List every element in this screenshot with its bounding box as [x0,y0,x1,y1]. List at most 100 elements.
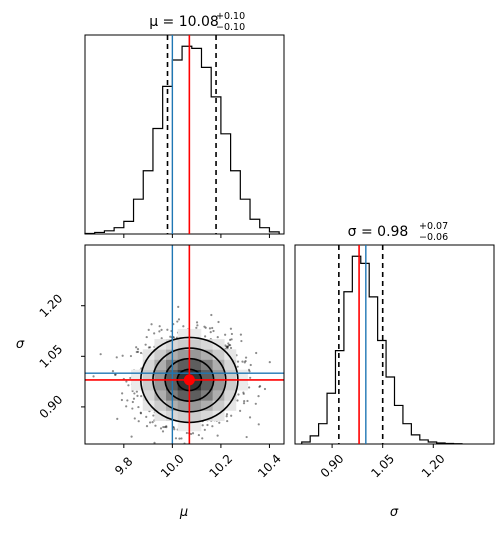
joint-point [158,330,161,333]
joint-density-cell [212,379,225,391]
joint-density-cell [224,400,237,411]
joint-point [248,416,252,419]
joint-point [225,413,229,416]
mu-xtick-label-3: 10.4 [255,452,284,481]
joint-point [257,423,260,426]
mu-marginal-panel: μ = 10.08 +0.10 −0.10 [84,11,285,235]
joint-point [237,393,240,396]
joint-point [139,412,143,415]
joint-density-cell [131,379,144,391]
joint-point [248,370,251,373]
joint-point [268,361,271,364]
joint-point [224,333,227,336]
joint-point [204,335,207,338]
joint-point [152,414,155,417]
joint-density-cell [201,349,213,360]
joint-point [229,346,233,350]
joint-point [258,385,261,388]
joint-point [189,432,193,436]
joint-density-cell [189,339,202,350]
mu-xtick-label-1: 10.0 [158,452,187,481]
joint-density-cell [142,400,155,411]
joint-density-cell [177,359,190,371]
joint-point [131,389,134,393]
joint-point [216,336,219,339]
joint-point [196,324,199,327]
joint-point [132,397,136,400]
joint-point [114,373,117,376]
joint-density-cell [154,369,167,381]
joint-point [242,392,245,395]
sigma-xtick-label-2: 1.20 [419,452,448,481]
joint-point [211,326,214,330]
joint-point [236,399,239,402]
joint-point [154,424,157,427]
joint-point [136,347,140,351]
joint-point [115,356,118,359]
joint-point [226,345,229,349]
joint-density-cells [131,328,248,432]
joint-point [163,425,166,429]
joint-point [248,386,251,389]
joint-point [243,361,246,364]
joint-point [227,342,230,345]
joint-point [228,344,231,347]
joint-point [166,328,169,331]
joint-point [249,363,252,367]
joint-point [151,421,154,424]
joint-point [137,405,140,409]
joint-point [131,407,134,410]
joint-density-cell [189,390,202,401]
joint-point [201,437,204,440]
joint-density-cell [201,339,213,350]
joint-density-cell [224,369,237,381]
joint-point [217,320,220,324]
joint-point [136,350,140,353]
joint-density-cell [201,410,213,422]
joint-point [263,387,267,391]
sigma-xticks: 0.90 1.05 1.20 [318,444,448,480]
joint-point [218,421,221,424]
joint-point [125,405,128,408]
joint-density-cell [177,369,190,381]
joint-density-cell [201,379,213,391]
joint-density-cell [177,400,190,411]
joint-point [153,332,156,335]
joint-point [135,350,138,354]
joint-point [137,420,140,423]
joint-point [135,390,138,393]
joint-density-cell [177,328,190,340]
joint-point [212,329,215,333]
sigma-title: σ = 0.98 [348,224,409,240]
joint-point [178,437,181,440]
joint-point [258,384,262,388]
joint-density-cell [212,339,225,350]
joint-point [229,327,233,330]
joint-ytick-label-0: 1.20 [37,291,66,320]
joint-point [120,398,123,402]
joint-point [255,351,258,355]
joint-point [177,318,181,321]
joint-point [241,360,244,363]
joint-point [201,424,204,427]
joint-point [182,325,185,328]
joint-point [172,426,175,429]
joint-point [92,375,95,378]
joint-density-cell [154,359,167,371]
sigma-marginal-frame [294,244,495,445]
joint-point [99,353,102,356]
joint-point [133,392,136,395]
joint-point [236,365,239,368]
mu-xlabel: μ [179,505,188,520]
joint-density-cell [212,400,225,411]
joint-xticks: 9.8 10.0 10.2 10.4 [112,444,284,480]
joint-point [145,415,148,418]
joint-point [244,359,247,363]
joint-density-cell [224,349,237,360]
joint-frame [84,244,285,445]
joint-density-cell [189,359,202,371]
joint-point [226,347,229,350]
joint-density-cell [177,390,190,401]
joint-point [209,331,212,334]
